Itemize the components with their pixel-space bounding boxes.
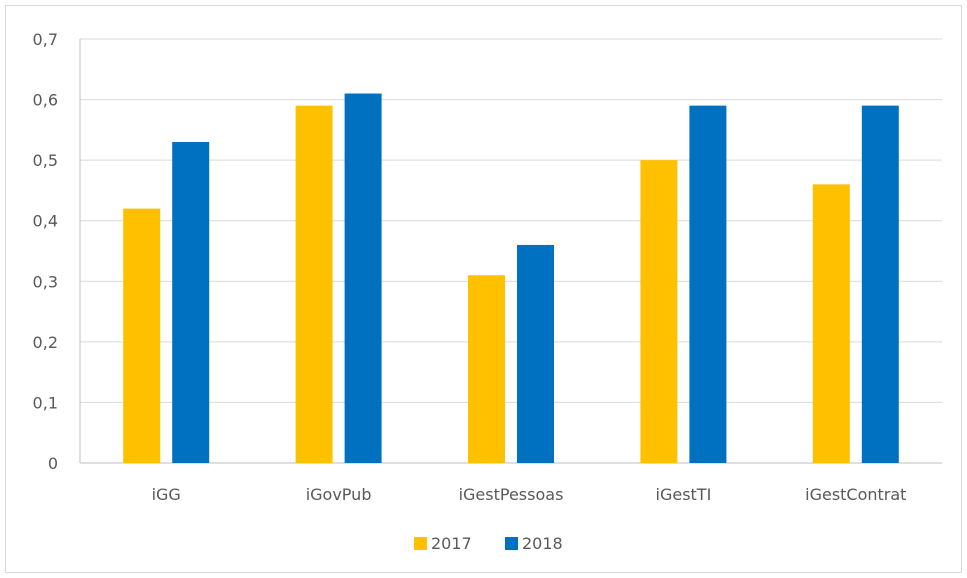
- legend-swatch-2018: [505, 537, 518, 550]
- y-tick-label: 0: [48, 454, 58, 473]
- bar-2018-iGovPub: [344, 93, 382, 463]
- x-tick-label: iGG: [152, 485, 181, 504]
- legend-label: 2018: [522, 534, 563, 553]
- legend-swatch-2017: [414, 537, 427, 550]
- x-tick-label: iGestTI: [656, 485, 712, 504]
- y-axis-tick-labels: 0 0,1 0,2 0,3 0,4 0,5 0,6 0,7: [33, 30, 58, 473]
- y-tick-label: 0,4: [33, 212, 58, 231]
- y-tick-label: 0,3: [33, 272, 58, 291]
- x-tick-label: iGestContrat: [805, 485, 906, 504]
- y-tick-label: 0,1: [33, 393, 58, 412]
- bar-2018-iGestContrat: [861, 105, 899, 463]
- x-axis-tick-labels: iGG iGovPub iGestPessoas iGestTI iGestContra…: [152, 485, 907, 504]
- x-tick-label: iGestPessoas: [459, 485, 564, 504]
- bar-2017-iGestContrat: [812, 184, 850, 463]
- bar-2017-iGestPessoas: [468, 275, 505, 463]
- bar-2017-iGG: [123, 208, 161, 463]
- bar-2018-iGG: [172, 141, 210, 463]
- bar-2018-iGestPessoas: [517, 244, 554, 463]
- y-tick-label: 0,5: [33, 151, 58, 170]
- legend: 2017 2018: [414, 534, 563, 553]
- y-tick-label: 0,7: [33, 30, 58, 49]
- y-tick-label: 0,6: [33, 91, 58, 110]
- bar-2017-iGovPub: [295, 105, 333, 463]
- gridlines: [79, 38, 942, 464]
- x-tick-label: iGovPub: [306, 485, 372, 504]
- bar-2018-iGestTI: [689, 105, 727, 463]
- y-tick-label: 0,2: [33, 333, 58, 352]
- bar-2017-iGestTI: [640, 160, 678, 463]
- bars: [123, 93, 899, 463]
- legend-label: 2017: [431, 534, 472, 553]
